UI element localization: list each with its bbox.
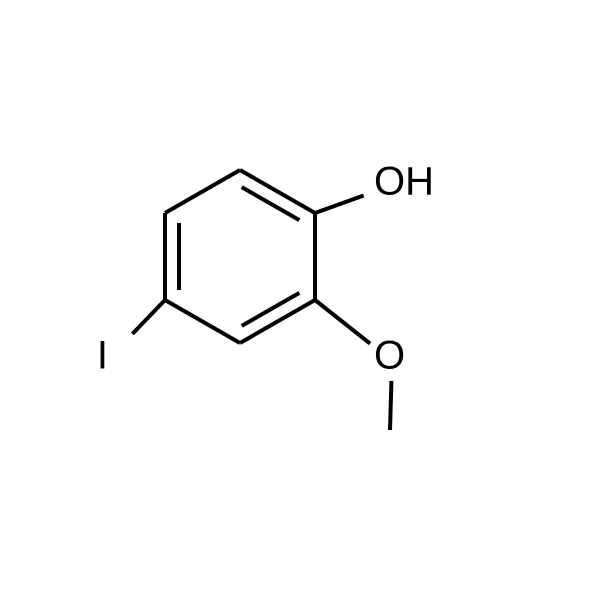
background: [0, 0, 600, 600]
atom-label-i: I: [97, 334, 108, 378]
molecule-diagram: I O OH: [0, 0, 600, 600]
atom-label-o1: O: [374, 334, 405, 378]
atom-label-oh: OH: [374, 160, 434, 204]
